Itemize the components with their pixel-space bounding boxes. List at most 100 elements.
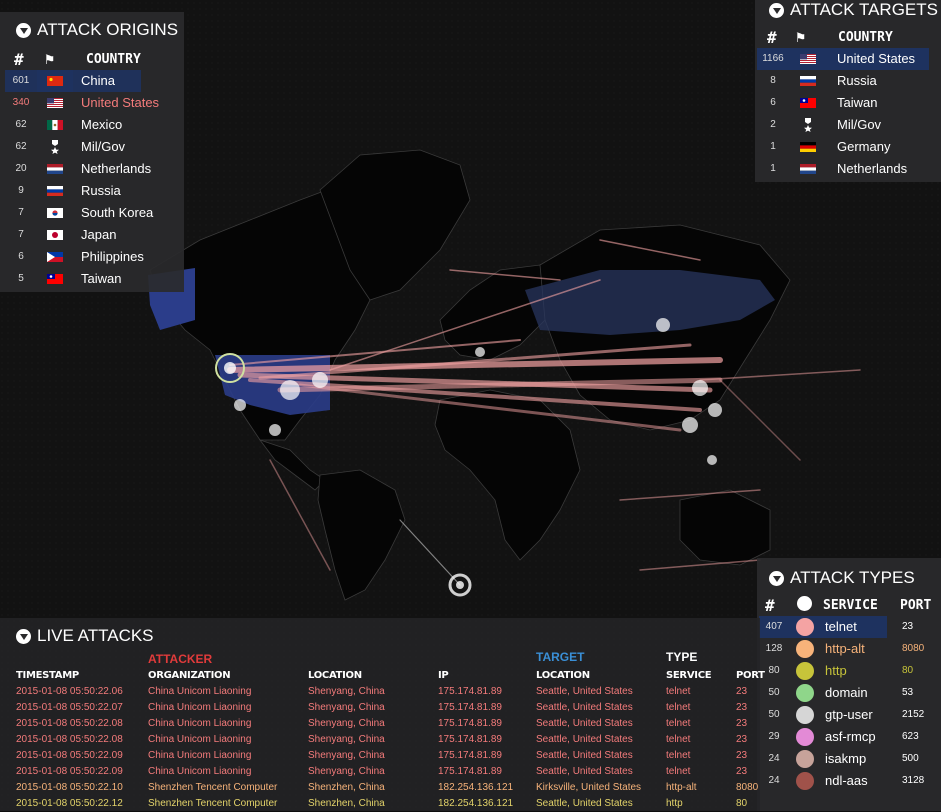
attacker-location: Shenyang, China: [308, 734, 385, 745]
country-flag-icon: [37, 97, 73, 109]
origin-row[interactable]: 62 Mil/Gov: [0, 136, 184, 158]
target-country: Germany: [837, 139, 891, 154]
service-port: 8080: [902, 643, 925, 654]
country-flag-icon: [37, 119, 73, 131]
country-column-header: COUNTRY: [838, 29, 893, 45]
country-flag-icon: [37, 163, 73, 175]
origin-country: Japan: [81, 227, 117, 242]
target-country: Taiwan: [837, 95, 878, 110]
row-spacer: [0, 780, 16, 796]
country-flag-icon: [37, 70, 73, 92]
service-color-dot: [789, 660, 821, 682]
target-row[interactable]: 1 Germany: [755, 136, 941, 158]
flag-icon: ⚑: [796, 28, 806, 46]
origin-row[interactable]: 6 Philippines: [0, 246, 184, 268]
origin-country: Taiwan: [81, 271, 122, 286]
attacker-organization: China Unicom Liaoning: [148, 702, 252, 713]
attacker-location-column-header: LOCATION: [308, 670, 362, 681]
origin-row[interactable]: 9 Russia: [0, 180, 184, 202]
attack-type-row[interactable]: 128 http-alt 8080: [757, 638, 941, 660]
attack-type-row[interactable]: 50 domain 53: [757, 682, 941, 704]
port-column-header: PORT: [736, 670, 765, 681]
origin-country: Russia: [81, 183, 121, 198]
attack-type-row[interactable]: 24 isakmp 500: [757, 748, 941, 770]
attack-type-row[interactable]: 29 asf-rmcp 623: [757, 726, 941, 748]
country-flag-icon: [789, 48, 827, 70]
attacker-organization: China Unicom Liaoning: [148, 750, 252, 761]
attack-timestamp: 2015-01-08 05:50:22.09: [16, 750, 123, 761]
attacker-location: Shenyang, China: [308, 750, 385, 761]
target-row[interactable]: 8 Russia: [755, 70, 941, 92]
attack-timestamp: 2015-01-08 05:50:22.07: [16, 702, 123, 713]
target-country: Netherlands: [837, 161, 908, 176]
landmass-south-america: [317, 469, 406, 601]
target-country: Mil/Gov: [837, 117, 882, 132]
service-name: gtp-user: [825, 707, 873, 722]
country-column-header: COUNTRY: [86, 51, 141, 67]
attack-type-row[interactable]: 80 http 80: [757, 660, 941, 682]
attack-types-header[interactable]: ATTACK TYPES: [757, 558, 941, 592]
origin-row[interactable]: 20 Netherlands: [0, 158, 184, 180]
attack-service: telnet: [666, 750, 691, 761]
target-country: Russia: [837, 73, 877, 88]
attack-type-row[interactable]: 407 telnet 23: [757, 616, 941, 638]
origin-row[interactable]: 7 South Korea: [0, 202, 184, 224]
country-flag-icon: [37, 251, 73, 263]
country-flag-icon: [789, 114, 827, 136]
target-count: 6: [770, 97, 776, 108]
attack-targets-panel: ATTACK TARGETS # ⚑ COUNTRY 1166 United St…: [755, 0, 941, 182]
type-count: 80: [768, 665, 780, 676]
country-flag-icon: [37, 139, 73, 155]
attacker-section-label: ATTACKER: [148, 652, 213, 666]
service-color-dot: [789, 748, 821, 770]
target-row[interactable]: 6 Taiwan: [755, 92, 941, 114]
service-name: http: [825, 663, 847, 678]
flag-icon: ⚑: [45, 50, 55, 68]
num-column-header: #: [14, 49, 24, 69]
attack-targets-header[interactable]: ATTACK TARGETS: [755, 0, 941, 20]
attack-origins-title: ATTACK ORIGINS: [37, 20, 179, 39]
service-color-dot: [789, 704, 821, 726]
country-flag-icon: [789, 92, 827, 114]
attack-service: telnet: [666, 686, 691, 697]
attack-timestamp: 2015-01-08 05:50:22.08: [16, 718, 123, 729]
service-name: domain: [825, 685, 868, 700]
live-attacks-header[interactable]: LIVE ATTACKS: [0, 618, 760, 650]
target-location: Seattle, United States: [536, 718, 633, 729]
attacker-location: Shenyang, China: [308, 766, 385, 777]
origin-row[interactable]: 340 United States: [0, 92, 184, 114]
attack-lines: [227, 239, 861, 586]
type-count: 128: [765, 643, 783, 654]
origins-list: 601 China 340 United States 62 Mexico 62 Mil/Go…: [0, 70, 184, 290]
origin-row[interactable]: 62 Mexico: [0, 114, 184, 136]
origin-count: 6: [18, 251, 24, 262]
target-row[interactable]: 1 Netherlands: [755, 158, 941, 180]
attack-port: 23: [736, 750, 748, 761]
targets-column-headers: # ⚑ COUNTRY: [755, 26, 941, 48]
origin-row[interactable]: 5 Taiwan: [0, 268, 184, 290]
circle-icon: [797, 595, 823, 615]
origin-row[interactable]: 601 China: [0, 70, 184, 92]
collapse-icon: [16, 22, 31, 38]
attack-port: 23: [736, 734, 748, 745]
type-section-label: TYPE: [666, 650, 698, 664]
target-row[interactable]: 1166 United States: [755, 48, 941, 70]
attacker-organization: China Unicom Liaoning: [148, 734, 252, 745]
row-spacer: [0, 700, 16, 716]
attacker-organization: Shenzhen Tencent Computer: [148, 782, 278, 793]
types-list: 407 telnet 23 128 http-alt 8080 80 http 80 50 doma…: [757, 616, 941, 792]
target-count: 1166: [757, 48, 789, 70]
attacker-ip: 175.174.81.89: [438, 686, 502, 697]
attacker-organization: China Unicom Liaoning: [148, 718, 252, 729]
target-country: United States: [827, 48, 930, 70]
attack-type-row[interactable]: 50 gtp-user 2152: [757, 704, 941, 726]
origin-row[interactable]: 7 Japan: [0, 224, 184, 246]
origin-country: Mil/Gov: [81, 139, 126, 154]
attack-origins-header[interactable]: ATTACK ORIGINS: [0, 12, 184, 44]
target-row[interactable]: 2 Mil/Gov: [755, 114, 941, 136]
origin-count: 62: [15, 141, 27, 152]
origins-column-headers: # ⚑ COUNTRY: [0, 48, 184, 70]
service-port: 2152: [902, 709, 925, 720]
origin-count: 20: [15, 163, 27, 174]
attack-type-row[interactable]: 24 ndl-aas 3128: [757, 770, 941, 792]
